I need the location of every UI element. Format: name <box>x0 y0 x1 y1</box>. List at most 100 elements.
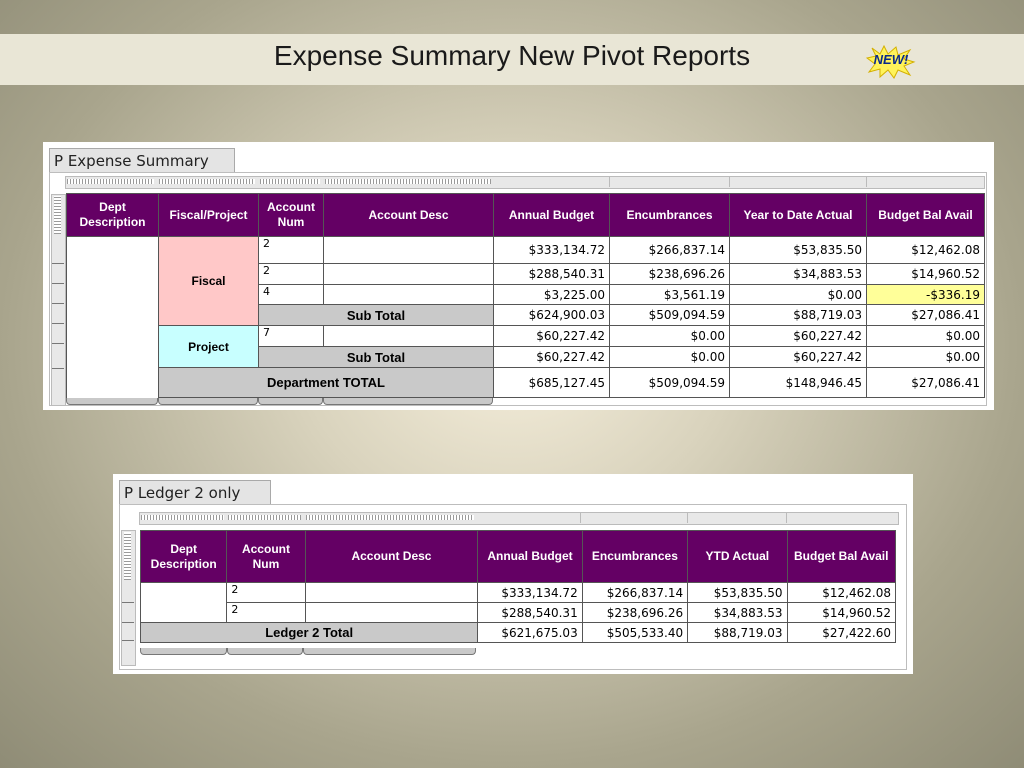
annual-budget-cell: $621,675.03 <box>477 622 583 643</box>
annual-budget-cell: $288,540.31 <box>477 602 583 623</box>
header-annual-budget[interactable]: Annual Budget <box>493 193 610 237</box>
budget-bal-avail-cell: $27,086.41 <box>866 304 985 326</box>
header-ytd-actual[interactable]: YTD Actual <box>687 530 788 583</box>
budget-bal-avail-cell: $12,462.08 <box>866 236 985 264</box>
column-tab-bottom <box>140 648 227 655</box>
row-header-strip <box>51 194 66 406</box>
header-account-num[interactable]: Account Num <box>258 193 324 237</box>
account-num-cell: 2 <box>226 602 306 623</box>
new-badge-icon: NEW! <box>865 44 916 80</box>
subtotal-row: Sub Total $60,227.42 $0.00 $60,227.42 $0… <box>67 346 985 368</box>
budget-bal-avail-cell: $14,960.52 <box>866 263 985 285</box>
column-resize-handle[interactable] <box>141 515 224 520</box>
account-desc-cell <box>323 236 494 264</box>
ledger2-table: Dept Description Account Num Account Des… <box>139 530 896 643</box>
expense-summary-title: P Expense Summary <box>49 148 235 172</box>
account-num-cell: 2 <box>258 263 324 285</box>
ytd-actual-cell: $88,719.03 <box>729 304 867 326</box>
header-ytd-actual[interactable]: Year to Date Actual <box>729 193 867 237</box>
ledger2-panel: P Ledger 2 only Dept Description Account… <box>113 474 913 674</box>
group-fiscal: Fiscal <box>158 236 259 326</box>
encumbrances-cell: $266,837.14 <box>609 236 730 264</box>
column-tab-bottom <box>66 398 158 405</box>
expense-summary-table: Dept Description Fiscal/Project Account … <box>66 193 985 398</box>
column-resize-handle[interactable] <box>325 179 491 184</box>
ledger-total-label: Ledger 2 Total <box>139 622 479 643</box>
account-desc-cell <box>304 582 479 603</box>
account-num-cell: 2 <box>258 236 324 264</box>
account-num-cell: 2 <box>226 582 306 603</box>
annual-budget-cell: $60,227.42 <box>493 325 610 347</box>
ytd-actual-cell: $53,835.50 <box>687 582 788 603</box>
header-encumbrances[interactable]: Encumbrances <box>581 530 689 583</box>
account-desc-cell <box>323 263 494 285</box>
header-dept-description[interactable]: Dept Description <box>139 530 228 583</box>
column-resize-handle[interactable] <box>67 179 154 184</box>
ytd-actual-cell: $60,227.42 <box>729 346 867 368</box>
table-row: 2 $288,540.31 $238,696.26 $34,883.53 $14… <box>141 602 896 623</box>
annual-budget-cell: $624,900.03 <box>493 304 610 326</box>
annual-budget-cell: $685,127.45 <box>493 367 610 398</box>
ytd-actual-cell: $53,835.50 <box>729 236 867 264</box>
ledger-total-row: Ledger 2 Total $621,675.03 $505,533.40 $… <box>139 622 896 643</box>
ytd-actual-cell: $34,883.53 <box>687 602 788 623</box>
account-desc-cell <box>323 284 494 305</box>
account-num-cell: 4 <box>258 284 324 305</box>
encumbrances-cell: $3,561.19 <box>609 284 730 305</box>
column-tab-bottom <box>227 648 303 655</box>
encumbrances-cell: $266,837.14 <box>581 582 689 603</box>
column-resize-handle[interactable] <box>159 179 255 184</box>
budget-bal-avail-cell: $27,086.41 <box>866 367 985 398</box>
budget-bal-avail-cell: $0.00 <box>866 346 985 368</box>
ytd-actual-cell: $88,719.03 <box>687 622 788 643</box>
column-tab-bottom <box>258 398 323 405</box>
column-resize-handle[interactable] <box>260 179 320 184</box>
ytd-actual-cell: $34,883.53 <box>729 263 867 285</box>
header-budget-bal-avail[interactable]: Budget Bal Avail <box>866 193 985 237</box>
annual-budget-cell: $3,225.00 <box>493 284 610 305</box>
header-dept-description[interactable]: Dept Description <box>66 193 159 237</box>
column-resize-handle[interactable] <box>306 515 474 520</box>
column-tab-bottom <box>323 398 493 405</box>
encumbrances-cell: $238,696.26 <box>581 602 689 623</box>
slide-title: Expense Summary New Pivot Reports <box>273 40 751 71</box>
annual-budget-cell: $60,227.42 <box>493 346 610 368</box>
expense-summary-panel: P Expense Summary Dept Description Fisca… <box>43 142 994 410</box>
subtotal-row: Sub Total $624,900.03 $509,094.59 $88,71… <box>67 304 985 326</box>
header-budget-bal-avail[interactable]: Budget Bal Avail <box>786 530 896 583</box>
account-desc-cell <box>304 602 479 623</box>
account-desc-cell <box>323 325 494 347</box>
column-tab-bottom <box>303 648 476 655</box>
group-project: Project <box>158 325 259 368</box>
encumbrances-cell: $238,696.26 <box>609 263 730 285</box>
encumbrances-cell: $505,533.40 <box>581 622 689 643</box>
table-row: 2 $333,134.72 $266,837.14 $53,835.50 $12… <box>139 582 896 623</box>
starburst-icon <box>865 44 916 79</box>
budget-bal-avail-cell: $12,462.08 <box>786 582 896 603</box>
header-account-num[interactable]: Account Num <box>226 530 306 583</box>
dept-description-cell <box>66 236 159 398</box>
row-resize-handle[interactable] <box>54 196 61 234</box>
budget-bal-avail-negative-cell: -$336.19 <box>866 284 985 305</box>
header-account-desc[interactable]: Account Desc <box>323 193 494 237</box>
annual-budget-cell: $333,134.72 <box>477 582 583 603</box>
subtotal-label: Sub Total <box>258 304 494 326</box>
header-annual-budget[interactable]: Annual Budget <box>477 530 583 583</box>
annual-budget-cell: $333,134.72 <box>493 236 610 264</box>
new-badge-label: NEW! <box>873 52 909 67</box>
ytd-actual-cell: $60,227.42 <box>729 325 867 347</box>
department-total-row: Department TOTAL $685,127.45 $509,094.59… <box>67 367 985 398</box>
header-encumbrances[interactable]: Encumbrances <box>609 193 730 237</box>
encumbrances-cell: $509,094.59 <box>609 304 730 326</box>
header-fiscal-project[interactable]: Fiscal/Project <box>158 193 259 237</box>
column-resize-handle[interactable] <box>228 515 301 520</box>
header-account-desc[interactable]: Account Desc <box>304 530 479 583</box>
encumbrances-cell: $0.00 <box>609 346 730 368</box>
table-row: Fiscal 2 $333,134.72 $266,837.14 $53,835… <box>66 236 985 398</box>
account-num-cell: 7 <box>258 325 324 347</box>
row-resize-handle[interactable] <box>124 532 131 580</box>
annual-budget-cell: $288,540.31 <box>493 263 610 285</box>
department-total-label: Department TOTAL <box>158 367 494 398</box>
slide-title-bar: Expense Summary New Pivot Reports <box>0 34 1024 85</box>
dept-description-cell <box>139 582 228 623</box>
